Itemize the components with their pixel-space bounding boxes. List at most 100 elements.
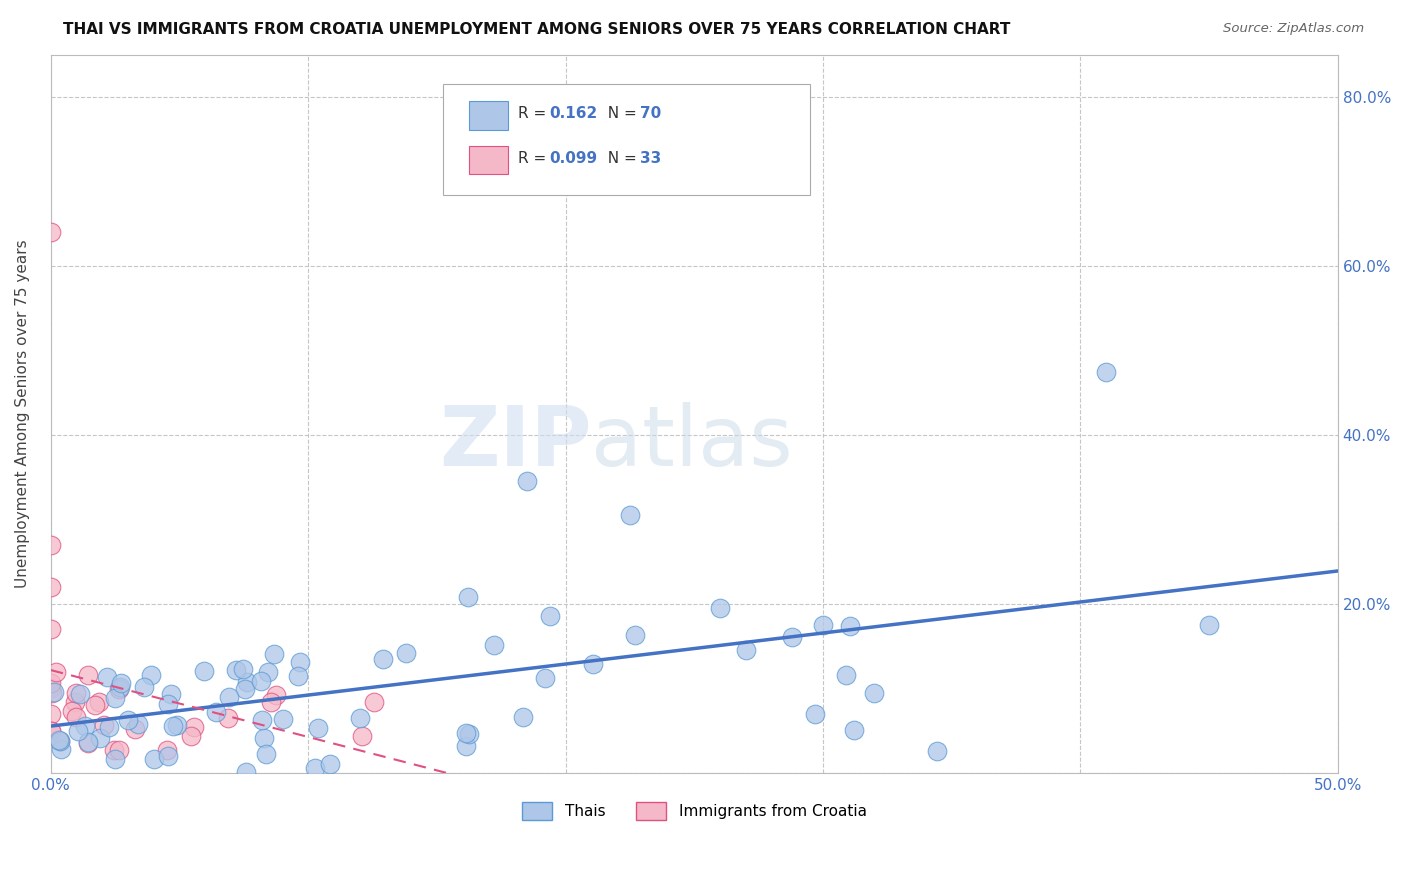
Point <box>454 739 477 754</box>
Point <box>1198 618 1220 632</box>
Text: R =: R = <box>517 106 551 121</box>
Point <box>533 671 555 685</box>
Point <box>107 743 129 757</box>
Point <box>264 688 287 702</box>
Text: ZIP: ZIP <box>439 402 592 483</box>
Point <box>217 711 239 725</box>
Point <box>205 706 228 720</box>
Point <box>782 630 804 644</box>
Point <box>117 713 139 727</box>
Point <box>89 731 111 745</box>
Point <box>39 580 62 594</box>
Point <box>484 638 506 652</box>
Point <box>48 732 70 747</box>
Point <box>512 710 534 724</box>
Point <box>235 682 257 697</box>
Point <box>162 719 184 733</box>
Text: THAI VS IMMIGRANTS FROM CROATIA UNEMPLOYMENT AMONG SENIORS OVER 75 YEARS CORRELA: THAI VS IMMIGRANTS FROM CROATIA UNEMPLOY… <box>63 22 1011 37</box>
Point <box>235 674 257 689</box>
Point <box>39 681 62 696</box>
Point <box>516 475 538 489</box>
Point <box>350 729 373 743</box>
Text: N =: N = <box>598 106 641 121</box>
Point <box>49 742 72 756</box>
Text: 33: 33 <box>640 151 661 166</box>
Point <box>811 618 834 632</box>
Point <box>41 676 63 690</box>
Point <box>132 680 155 694</box>
Point <box>62 704 84 718</box>
Point <box>458 727 481 741</box>
Point <box>45 665 67 680</box>
Point <box>1095 365 1118 379</box>
Point <box>65 710 87 724</box>
Point <box>141 668 163 682</box>
Point <box>925 744 948 758</box>
Text: R =: R = <box>517 151 551 166</box>
Point <box>218 690 240 704</box>
Point <box>108 681 131 696</box>
Point <box>363 696 385 710</box>
FancyBboxPatch shape <box>470 101 508 129</box>
Point <box>69 687 91 701</box>
Point <box>457 590 479 604</box>
Point <box>252 713 274 727</box>
Point <box>183 720 205 734</box>
Text: N =: N = <box>598 151 641 166</box>
Text: Source: ZipAtlas.com: Source: ZipAtlas.com <box>1223 22 1364 36</box>
Point <box>863 685 886 699</box>
Point <box>39 538 62 552</box>
Legend: Thais, Immigrants from Croatia: Thais, Immigrants from Croatia <box>516 797 873 826</box>
Point <box>39 706 62 721</box>
Point <box>538 609 561 624</box>
Point <box>271 712 294 726</box>
Point <box>98 720 121 734</box>
Point <box>65 686 87 700</box>
Point <box>623 628 645 642</box>
Point <box>83 698 105 713</box>
Point <box>156 749 179 764</box>
Point <box>844 723 866 737</box>
Point <box>49 734 72 748</box>
Point <box>108 681 131 695</box>
Point <box>225 663 247 677</box>
Point <box>250 673 273 688</box>
Point <box>304 761 326 775</box>
Point <box>77 735 100 749</box>
Point <box>582 657 605 672</box>
Point <box>254 747 277 761</box>
Point <box>260 695 283 709</box>
FancyBboxPatch shape <box>443 84 810 195</box>
Point <box>839 618 862 632</box>
Point <box>104 690 127 705</box>
Point <box>75 719 97 733</box>
Point <box>349 711 371 725</box>
Point <box>39 723 62 738</box>
Point <box>253 731 276 745</box>
Point <box>287 669 309 683</box>
Point <box>156 698 179 712</box>
Point <box>257 665 280 679</box>
Point <box>834 668 856 682</box>
Point <box>235 764 257 779</box>
Point <box>93 718 115 732</box>
Point <box>232 662 254 676</box>
Point <box>456 726 478 740</box>
Point <box>193 665 215 679</box>
Point <box>288 655 311 669</box>
Point <box>49 734 72 748</box>
Point <box>734 643 756 657</box>
Point <box>156 743 179 757</box>
Point <box>77 736 100 750</box>
Point <box>166 718 188 732</box>
Point <box>319 756 342 771</box>
Point <box>127 716 149 731</box>
FancyBboxPatch shape <box>470 145 508 174</box>
Y-axis label: Unemployment Among Seniors over 75 years: Unemployment Among Seniors over 75 years <box>15 240 30 588</box>
Point <box>804 707 827 722</box>
Text: 0.099: 0.099 <box>548 151 598 166</box>
Point <box>42 685 65 699</box>
Point <box>143 752 166 766</box>
Point <box>110 676 132 690</box>
Text: atlas: atlas <box>592 402 793 483</box>
